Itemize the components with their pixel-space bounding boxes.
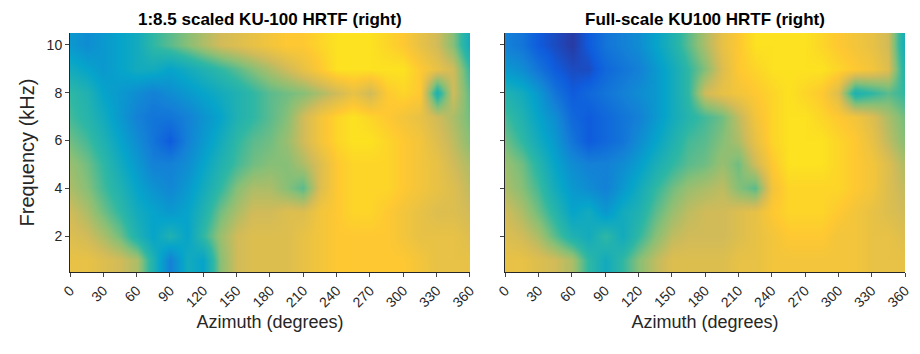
svg-text:270: 270: [784, 282, 812, 310]
svg-text:8: 8: [54, 85, 62, 101]
svg-text:90: 90: [155, 282, 177, 304]
svg-text:180: 180: [249, 282, 277, 310]
svg-text:210: 210: [283, 282, 311, 310]
svg-text:30: 30: [88, 282, 110, 304]
svg-text:270: 270: [349, 282, 377, 310]
svg-text:240: 240: [316, 282, 344, 310]
svg-text:1:8.5 scaled KU-100 HRTF (righ: 1:8.5 scaled KU-100 HRTF (right): [138, 10, 402, 29]
svg-text:300: 300: [383, 282, 411, 310]
svg-text:4: 4: [54, 180, 62, 196]
svg-text:0: 0: [495, 282, 512, 299]
svg-text:60: 60: [556, 282, 578, 304]
svg-text:360: 360: [449, 282, 477, 310]
svg-text:10: 10: [47, 37, 63, 53]
svg-text:Full-scale KU100 HRTF (right): Full-scale KU100 HRTF (right): [585, 10, 825, 29]
svg-text:150: 150: [651, 282, 679, 310]
svg-text:90: 90: [590, 282, 612, 304]
svg-text:120: 120: [183, 282, 211, 310]
svg-text:360: 360: [884, 282, 912, 310]
svg-text:300: 300: [818, 282, 846, 310]
svg-text:240: 240: [751, 282, 779, 310]
svg-text:0: 0: [60, 282, 77, 299]
svg-text:30: 30: [523, 282, 545, 304]
svg-text:Frequency (kHz): Frequency (kHz): [16, 79, 38, 227]
svg-text:2: 2: [54, 228, 62, 244]
svg-text:60: 60: [121, 282, 143, 304]
svg-text:120: 120: [618, 282, 646, 310]
svg-text:Azimuth (degrees): Azimuth (degrees): [196, 312, 343, 332]
svg-text:6: 6: [54, 132, 62, 148]
svg-text:Azimuth (degrees): Azimuth (degrees): [631, 312, 778, 332]
svg-text:330: 330: [851, 282, 879, 310]
svg-text:210: 210: [718, 282, 746, 310]
svg-text:330: 330: [416, 282, 444, 310]
svg-text:180: 180: [684, 282, 712, 310]
svg-text:150: 150: [216, 282, 244, 310]
